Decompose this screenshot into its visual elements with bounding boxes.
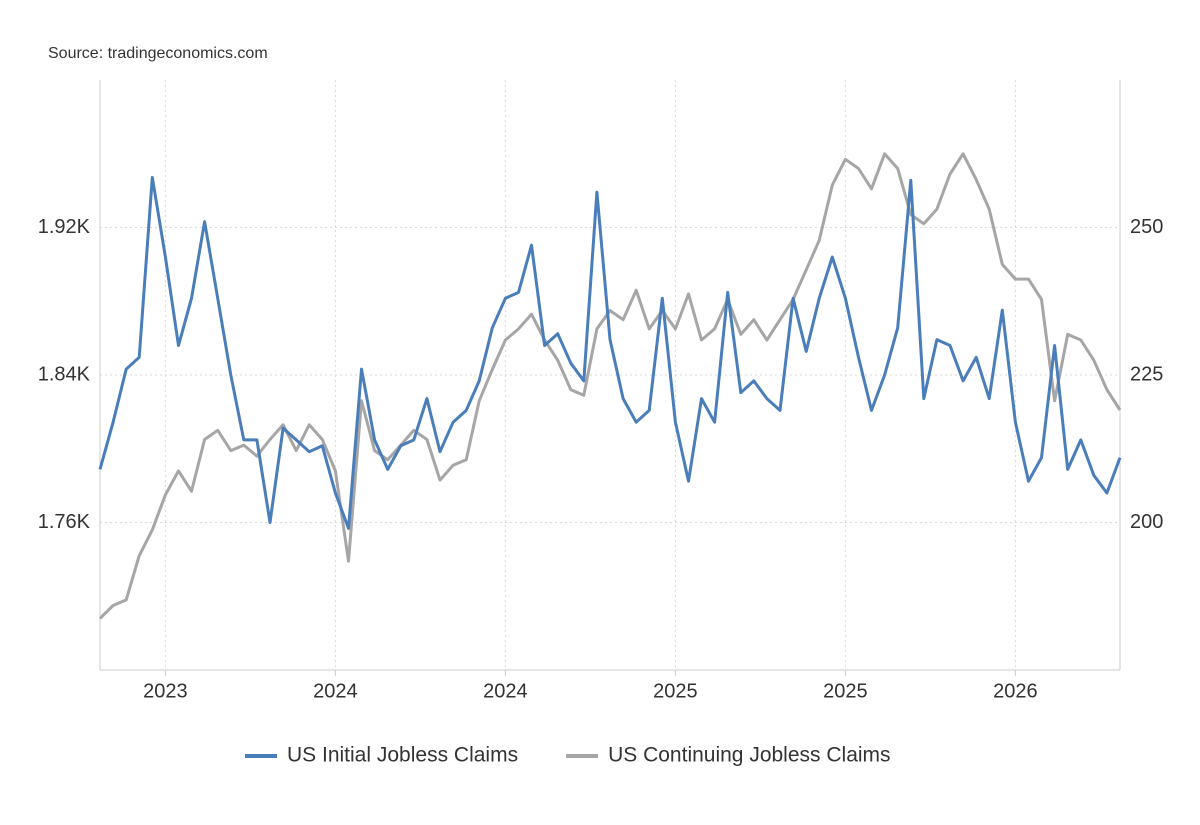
legend-label: US Initial Jobless Claims	[287, 744, 518, 767]
y2-tick-label: 225	[1130, 363, 1163, 385]
series-line	[98, 175, 1122, 530]
legend-label: US Continuing Jobless Claims	[608, 744, 890, 767]
series-line	[98, 152, 1122, 620]
x-tick-label: 2024	[313, 680, 358, 702]
y-tick-label: 1.76K	[38, 511, 91, 533]
x-tick-label: 2025	[653, 680, 698, 702]
y-tick-label: 1.92K	[38, 216, 91, 238]
x-tick-label: 2025	[823, 680, 868, 702]
y2-tick-label: 250	[1130, 216, 1163, 238]
y2-tick-label: 200	[1130, 511, 1163, 533]
x-tick-label: 2023	[143, 680, 188, 702]
source-note: Source: tradingeconomics.com	[48, 45, 268, 62]
x-tick-label: 2026	[993, 680, 1038, 702]
x-tick-label: 2024	[483, 680, 528, 702]
y-tick-label: 1.84K	[38, 363, 91, 385]
